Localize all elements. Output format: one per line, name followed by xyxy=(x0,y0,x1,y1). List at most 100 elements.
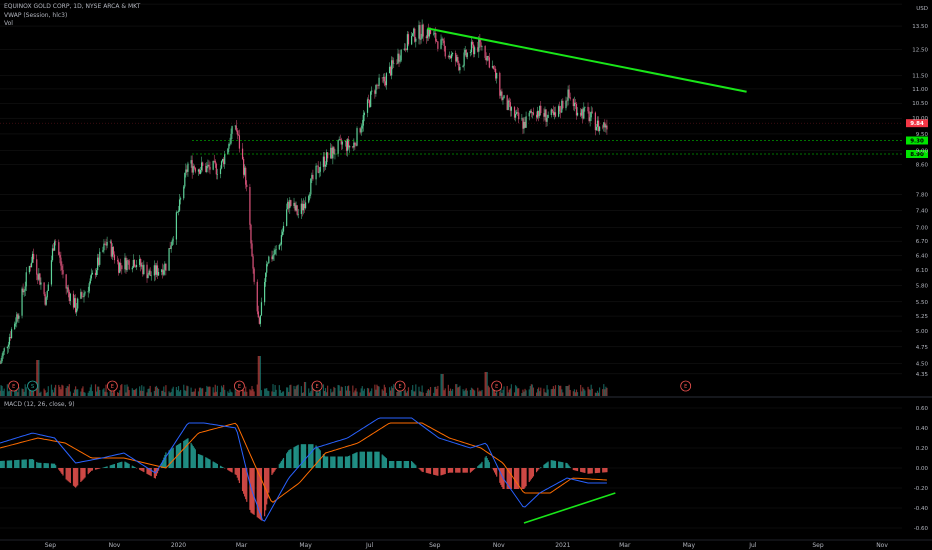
candle-body xyxy=(212,160,214,170)
volume-bar xyxy=(450,390,453,396)
macd-histogram-bar xyxy=(133,466,136,468)
volume-bar xyxy=(229,389,231,396)
candle-body xyxy=(162,269,164,275)
macd-histogram-bar xyxy=(466,468,468,473)
earnings-event-marker[interactable] xyxy=(394,380,406,392)
candle-body xyxy=(293,202,295,206)
volume-bar xyxy=(506,386,508,396)
volume-bar xyxy=(543,388,545,396)
earnings-event-marker[interactable] xyxy=(106,380,118,392)
macd-tick-label: -0.40 xyxy=(914,506,929,512)
volume-bar xyxy=(602,389,604,396)
support-level-tag[interactable] xyxy=(906,136,928,145)
candle-body xyxy=(62,270,64,275)
candle-body xyxy=(236,130,238,135)
macd-histogram-bar xyxy=(393,461,395,468)
macd-histogram-bar xyxy=(193,447,195,468)
macd-histogram-bar xyxy=(575,468,578,471)
macd-histogram-bar xyxy=(28,459,31,468)
macd-histogram-bar xyxy=(524,468,526,488)
macd-histogram-bar xyxy=(419,468,421,470)
volume-bar xyxy=(565,386,567,396)
volume-bar xyxy=(425,392,427,396)
earnings-event-marker[interactable] xyxy=(680,380,692,392)
last-price-tag[interactable] xyxy=(906,119,928,128)
candle-body xyxy=(565,100,567,109)
candle-body xyxy=(22,288,24,293)
candle-body xyxy=(403,48,405,50)
earnings-event-marker[interactable] xyxy=(491,380,503,392)
earnings-event-marker[interactable] xyxy=(8,380,20,392)
macd-histogram-bar xyxy=(165,452,167,468)
macd-line xyxy=(0,417,607,522)
macd-axis[interactable]: 0.60 0.40 0.20 0.00 -0.20 -0.40 -0.60 xyxy=(914,406,929,532)
macd-histogram-bar xyxy=(69,468,71,484)
candle-body xyxy=(540,105,542,114)
chart-legend[interactable]: EQUINOX GOLD CORP, 1D, NYSE ARCA & MKT V… xyxy=(4,3,140,29)
candle-body xyxy=(551,109,553,112)
candle-body xyxy=(207,164,209,167)
candle-body xyxy=(246,184,248,188)
volume-bar xyxy=(330,388,332,396)
macd-histogram-bar xyxy=(271,468,273,475)
volume-bar xyxy=(311,384,313,396)
volume-bar xyxy=(258,356,260,396)
earnings-event-marker[interactable] xyxy=(234,380,245,392)
time-tick-label: 2021 xyxy=(555,542,570,549)
volume-bar xyxy=(559,385,561,396)
earnings-event-marker[interactable] xyxy=(27,380,38,392)
earnings-event-marker[interactable] xyxy=(311,380,323,392)
volume-bar xyxy=(310,391,312,396)
volume-indicator-label: Vol xyxy=(4,20,13,27)
volume-bar xyxy=(508,389,510,396)
macd-histogram-bar xyxy=(537,468,539,471)
volume-bar xyxy=(547,389,549,396)
volume-bar xyxy=(2,390,4,396)
macd-histogram-bar xyxy=(522,468,524,489)
candle-body xyxy=(279,244,281,246)
macd-histogram-bar xyxy=(594,468,596,474)
candle-body xyxy=(456,57,458,62)
macd-histogram-bar xyxy=(514,468,517,489)
candle-body xyxy=(558,106,560,117)
macd-histogram-bar xyxy=(162,460,164,468)
volume-bar xyxy=(455,384,457,396)
macd-histogram-bar xyxy=(267,468,269,499)
volume-bar xyxy=(510,384,512,396)
price-axis[interactable]: USD 13.50 12.50 11.50 11.00 10.50 10.00 9.50 9.0… xyxy=(912,6,928,378)
volume-bar xyxy=(172,386,174,396)
macd-histogram-bar xyxy=(415,465,417,468)
candle-body xyxy=(325,152,328,165)
volume-bar xyxy=(222,387,224,396)
time-axis[interactable]: Sep Nov 2020 Mar May Jul Sep Nov 2021 Mar May Jul Se… xyxy=(0,539,932,549)
macd-histogram-bar xyxy=(517,468,519,489)
candle-body xyxy=(297,213,299,215)
macd-histogram-bar xyxy=(352,454,354,468)
macd-histogram-bar xyxy=(412,462,414,468)
candle-body xyxy=(300,203,302,214)
macd-histogram-bar xyxy=(141,468,143,471)
earnings-event-label: E xyxy=(316,384,319,390)
volume-bar xyxy=(296,385,298,396)
candle-body xyxy=(428,29,431,37)
candle-body xyxy=(50,260,53,285)
candle-body xyxy=(65,274,67,289)
macd-histogram-bar xyxy=(205,457,207,468)
macd-histogram-bar xyxy=(164,455,166,468)
volume-bar xyxy=(451,389,454,396)
macd-histogram-bar xyxy=(66,468,68,481)
volume-bar xyxy=(286,387,288,396)
price-tick-label: 5.80 xyxy=(916,283,929,289)
macd-histogram-bar xyxy=(405,461,407,468)
volume-bar xyxy=(198,387,201,396)
volume-bar xyxy=(96,391,98,396)
macd-histogram-bar xyxy=(606,468,608,473)
volume-bar xyxy=(279,390,281,396)
candle-body xyxy=(157,272,160,276)
support-level-tag[interactable] xyxy=(906,149,928,158)
candle-body xyxy=(370,91,372,107)
macd-histogram-bar xyxy=(264,468,266,517)
macd-histogram-bar xyxy=(273,468,275,472)
